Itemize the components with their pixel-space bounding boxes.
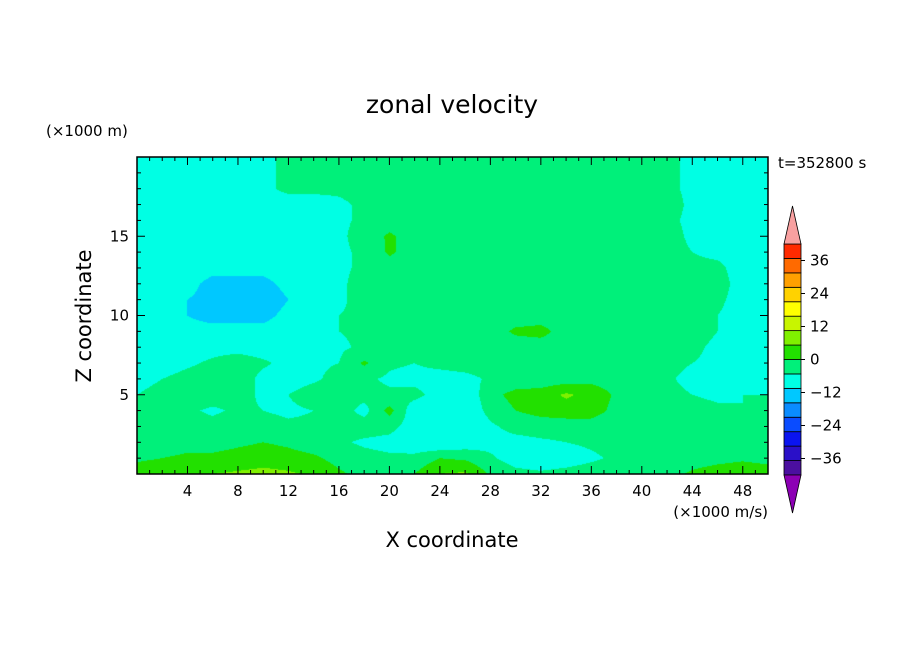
x-axis-label: X coordinate [385,528,518,552]
x-tick-label: 20 [380,482,399,500]
colorbar-over-arrow [783,205,802,245]
colorbar-band [783,359,802,375]
y-tick-label: 5 [119,386,129,404]
colorbar-band [783,330,802,346]
colorbar-tick-label: −36 [810,450,842,468]
colorbar-tick-label: 24 [810,285,829,303]
colorbar-tick-label: −24 [810,417,842,435]
colorbar-band [783,243,802,259]
x-axis: 4 8 12 16 20 24 28 32 36 40 44 48 [149,157,756,500]
time-label: t=352800 s [778,154,866,172]
contour-field [137,157,768,474]
colorbar-band [783,286,802,303]
chart-title: zonal velocity [366,90,538,119]
colorbar-band [783,460,802,476]
y-tick-label: 10 [110,307,129,325]
colorbar-tick-label: 12 [810,318,829,336]
x-tick-label: 16 [329,482,348,500]
colorbar-band [783,258,802,274]
y-axis: 5 10 15 [110,172,768,459]
x-tick-label: 12 [279,482,298,500]
colorbar-tick-label: 0 [810,351,820,369]
x-tick-label: 28 [481,482,500,500]
x-tick-label: 32 [531,482,550,500]
colorbar-band [783,344,802,360]
x-tick-label: 4 [183,482,193,500]
y-axis-unit: (×1000 m) [46,122,128,140]
x-tick-label: 8 [233,482,243,500]
colorbar-band [783,431,802,447]
colorbar-band [783,272,802,288]
colorbar-band [783,416,802,433]
x-tick-label: 24 [430,482,449,500]
colorbar-band [783,373,802,389]
colorbar-band [783,445,802,461]
colorbar-tick-label: 36 [810,252,829,270]
x-tick-label: 48 [733,482,752,500]
colorbar-band [783,387,802,404]
x-axis-unit: (×1000 m/s) [673,503,768,521]
colorbar-band [783,315,802,332]
y-tick-label: 15 [110,227,129,245]
x-tick-label: 36 [582,482,601,500]
colorbar: 36 24 12 0 −12 −24 −36 [783,205,842,514]
colorbar-under-arrow [783,474,802,514]
x-tick-label: 44 [683,482,702,500]
y-axis-label: Z coordinate [72,249,96,382]
colorbar-band [783,402,802,418]
plot-area [136,156,769,475]
colorbar-band [783,301,802,317]
colorbar-tick-label: −12 [810,384,842,402]
x-tick-label: 40 [632,482,651,500]
